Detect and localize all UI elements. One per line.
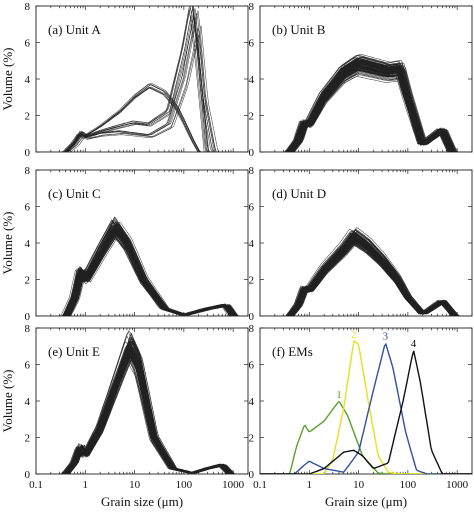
distribution-curve <box>260 59 472 152</box>
distribution-curve <box>36 6 248 152</box>
y-tick-label: 2 <box>25 433 31 445</box>
panel-title: (b) Unit B <box>272 22 326 37</box>
distribution-curve <box>36 228 248 316</box>
y-tick-label: 4 <box>249 396 255 408</box>
distribution-curve <box>260 60 472 152</box>
distribution-curve <box>260 57 472 152</box>
distribution-curve <box>36 86 248 152</box>
em-label-4: 4 <box>411 338 417 350</box>
y-tick-label: 2 <box>25 275 31 287</box>
y-tick-label: 4 <box>25 74 31 86</box>
distribution-curve <box>36 86 248 152</box>
y-tick-label: 6 <box>25 360 31 372</box>
em-curve-2 <box>260 339 472 474</box>
distribution-curve <box>36 340 248 474</box>
panel-a: 0 2 4 6 8 (a) Unit A Volume (%) <box>0 1 249 159</box>
distribution-curve <box>36 10 248 152</box>
y-tick-label: 4 <box>25 396 31 408</box>
y-tick-label: 2 <box>249 275 255 287</box>
x-tick-label: 10 <box>353 479 365 491</box>
y-tick-label: 4 <box>249 74 255 86</box>
y-tick-label: 8 <box>25 1 31 13</box>
distribution-curve <box>260 64 472 152</box>
panel-f: 0 2 4 6 8 0.1 1 10 100 1000 1 2 3 4 (f) EMs Grain size … <box>249 323 473 509</box>
y-tick-label: 8 <box>25 323 31 335</box>
y-tick-label: 0 <box>249 147 255 159</box>
y-axis-label: Volume (%) <box>0 212 15 275</box>
y-tick-label: 6 <box>25 202 31 214</box>
x-tick-label: 100 <box>176 479 193 491</box>
em-label-1: 1 <box>336 389 342 401</box>
panel-e: 0 2 4 6 8 0.1 1 10 100 1000 (e) Unit E Volume (%) Gr… <box>0 323 249 509</box>
y-tick-label: 0 <box>25 147 31 159</box>
distribution-curve <box>36 7 248 152</box>
x-tick-label: 0.1 <box>253 479 267 491</box>
distribution-curve <box>36 17 248 152</box>
x-axis-label: Grain size (μm) <box>101 494 183 509</box>
y-tick-label: 8 <box>249 1 255 13</box>
y-tick-label: 0 <box>249 311 255 323</box>
distribution-curve <box>36 224 248 316</box>
distribution-curve <box>260 69 472 152</box>
y-axis-label: Volume (%) <box>0 370 15 433</box>
distribution-curve <box>36 220 248 316</box>
panel-b: 0 2 4 6 8 (b) Unit B <box>249 1 473 159</box>
distribution-curve <box>260 58 472 152</box>
curves <box>260 339 472 474</box>
y-tick-label: 6 <box>249 360 255 372</box>
x-tick-label: 10 <box>129 479 141 491</box>
x-tick-label: 1000 <box>222 479 245 491</box>
panel-title: (c) Unit C <box>48 186 101 201</box>
y-tick-label: 4 <box>249 238 255 250</box>
distribution-curve <box>260 62 472 152</box>
panel-d: 0 2 4 6 8 (d) Unit D <box>249 165 473 323</box>
curves <box>260 227 472 316</box>
y-tick-label: 2 <box>249 433 255 445</box>
curves <box>260 53 472 152</box>
y-tick-label: 0 <box>25 469 31 481</box>
y-tick-label: 6 <box>25 38 31 50</box>
panel-title: (e) Unit E <box>48 344 100 359</box>
y-tick-label: 8 <box>25 165 31 177</box>
panel-title: (a) Unit A <box>48 22 101 37</box>
y-tick-label: 6 <box>249 38 255 50</box>
x-axis-label: Grain size (μm) <box>325 494 407 509</box>
y-tick-label: 0 <box>249 469 255 481</box>
y-tick-label: 4 <box>25 238 31 250</box>
panel-title: (f) EMs <box>272 344 313 359</box>
distribution-curve <box>260 241 472 316</box>
distribution-curve <box>260 242 472 316</box>
y-tick-label: 8 <box>249 323 255 335</box>
panel-c: 0 2 4 6 8 (c) Unit C Volume (%) <box>0 165 249 323</box>
curves <box>36 6 248 152</box>
plot-frame <box>35 5 249 153</box>
x-tick-label: 1 <box>307 479 313 491</box>
em-curve-4 <box>260 350 472 474</box>
x-tick-label: 1000 <box>446 479 469 491</box>
distribution-curve <box>36 353 248 474</box>
y-tick-label: 2 <box>25 111 31 123</box>
y-tick-label: 2 <box>249 111 255 123</box>
curves <box>36 216 248 316</box>
em-curve-3 <box>260 342 472 474</box>
distribution-curve <box>36 35 248 152</box>
distribution-curve <box>36 25 248 152</box>
x-tick-label: 1 <box>83 479 89 491</box>
em-label-2: 2 <box>351 329 357 341</box>
curves <box>36 330 248 474</box>
y-tick-label: 8 <box>249 165 255 177</box>
distribution-curve <box>260 236 472 316</box>
y-axis-label: Volume (%) <box>0 48 15 111</box>
plot-frame <box>259 5 473 153</box>
distribution-curve <box>260 65 472 152</box>
x-tick-label: 100 <box>400 479 417 491</box>
y-tick-label: 6 <box>249 202 255 214</box>
y-tick-label: 0 <box>25 311 31 323</box>
x-tick-label: 0.1 <box>29 479 43 491</box>
panel-title: (d) Unit D <box>272 186 326 201</box>
em-label-3: 3 <box>383 331 389 343</box>
